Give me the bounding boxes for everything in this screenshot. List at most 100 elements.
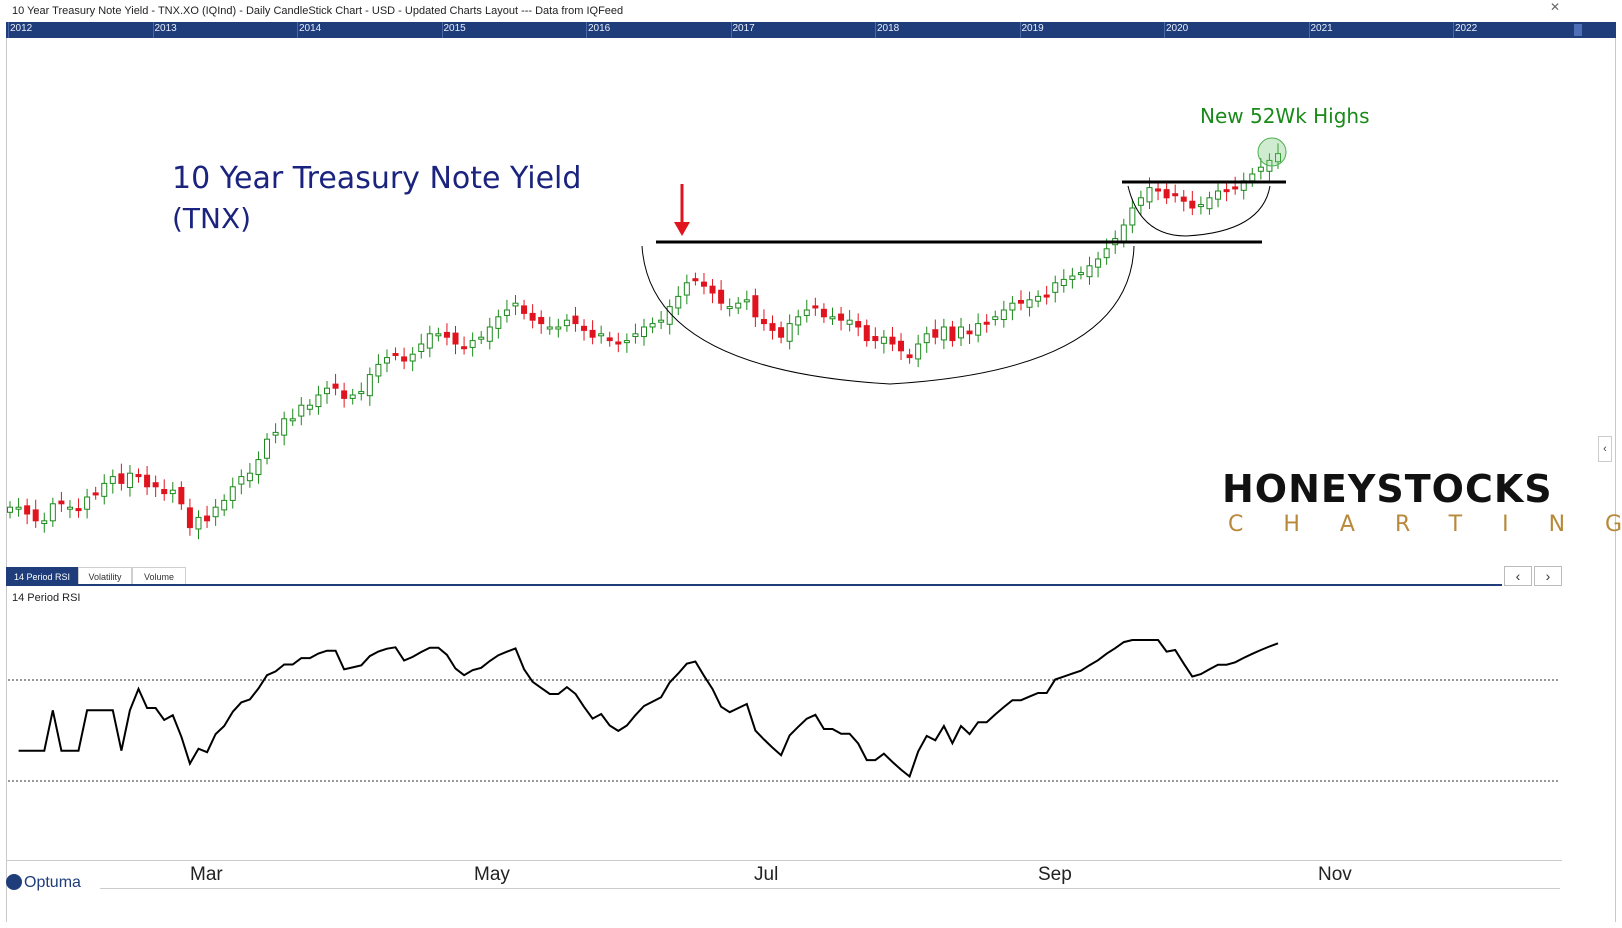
candle-body <box>1180 196 1187 202</box>
candle-body <box>898 340 905 352</box>
candle-body <box>812 305 819 309</box>
candle-body <box>375 363 382 377</box>
candle-body <box>675 295 682 309</box>
candle-body <box>1249 173 1256 182</box>
candle-body <box>1043 294 1050 298</box>
navigator-year: 2015 <box>443 23 466 34</box>
navigator-tick <box>1453 22 1454 38</box>
candle-body <box>906 354 913 359</box>
time-navigator[interactable]: 2012 2013 2014 2015 2016 2017 2018 2019 2020 2021… <box>6 22 1616 38</box>
navigator-year: 2022 <box>1455 23 1478 34</box>
candle-body <box>195 516 202 530</box>
candle-body <box>658 319 665 323</box>
chart-title: 10 Year Treasury Note Yield <box>172 161 581 196</box>
candle-body <box>75 508 82 512</box>
candle-body <box>1137 197 1144 206</box>
candle-body <box>915 343 922 360</box>
candle-body <box>1275 153 1281 163</box>
candle-body <box>109 476 116 484</box>
candle-body <box>521 305 528 314</box>
candle-body <box>1095 258 1102 268</box>
candle-body <box>1206 197 1213 210</box>
candle-body <box>735 302 742 309</box>
candle-body <box>478 336 485 340</box>
optuma-text: Optuma <box>24 874 81 891</box>
candle-body <box>281 418 288 436</box>
candle-body <box>409 353 416 362</box>
candle-body <box>1017 299 1024 304</box>
navigator-year: 2021 <box>1310 23 1333 34</box>
x-tick-may: May <box>474 864 510 885</box>
logo-sub: CHARTING <box>1228 512 1622 537</box>
candle-body <box>221 499 228 511</box>
candle-body <box>49 503 56 522</box>
candle-body <box>341 390 348 399</box>
candle-body <box>1146 187 1153 203</box>
candle-body <box>932 329 939 338</box>
navigator-year: 2017 <box>732 23 755 34</box>
candle-body <box>392 353 399 357</box>
window-title-text: 10 Year Treasury Note Yield - TNX.XO (IQ… <box>12 5 624 17</box>
x-axis-line <box>100 888 1560 889</box>
candle-body <box>683 282 690 296</box>
candle-body <box>589 329 596 338</box>
candle-body <box>778 327 785 338</box>
candle-body <box>461 346 468 350</box>
tab-rsi[interactable]: 14 Period RSI <box>6 567 78 585</box>
candle-body <box>255 459 262 476</box>
candle-body <box>563 319 570 327</box>
navigator-tick <box>586 22 587 38</box>
prev-panel-button[interactable]: ‹ <box>1504 566 1532 586</box>
next-panel-button[interactable]: › <box>1534 566 1562 586</box>
pin-icon[interactable]: ✕ <box>1549 0 1560 14</box>
candle-body <box>435 333 442 337</box>
candle-body <box>84 496 91 510</box>
candle-body <box>743 299 750 303</box>
candle-body <box>692 278 699 282</box>
candle-body <box>152 482 159 488</box>
chart-subtitle: (TNX) <box>172 202 251 235</box>
navigator-tick <box>1164 22 1165 38</box>
candle-body <box>1232 186 1239 190</box>
candle-body <box>1197 204 1204 208</box>
candle-body <box>923 333 930 344</box>
candle-body <box>992 316 999 321</box>
candle-body <box>598 333 605 337</box>
chart-frame <box>6 38 1616 922</box>
candle-body <box>204 515 211 522</box>
x-tick-jul: Jul <box>754 864 779 885</box>
candle-body <box>889 336 896 345</box>
collapse-sidebar-button[interactable]: ‹ <box>1598 436 1612 462</box>
candle-body <box>958 326 964 339</box>
navigator-window[interactable] <box>1574 24 1582 36</box>
candle-body <box>623 340 630 344</box>
navigator-tick <box>297 22 298 38</box>
rsi-line <box>18 639 1279 779</box>
candle-body <box>1077 272 1084 276</box>
candle-body <box>829 316 836 320</box>
candle-body <box>126 472 133 488</box>
candle-body <box>555 326 562 330</box>
candle-body <box>752 295 759 318</box>
candle-body <box>983 321 990 325</box>
navigator-tick <box>441 22 443 38</box>
rounding-bottom-arc <box>641 245 1135 385</box>
candle-body <box>512 302 519 307</box>
panel-separator[interactable] <box>6 584 1502 586</box>
candle-body <box>1223 189 1230 193</box>
candle-body <box>786 323 793 342</box>
candle-body <box>581 325 588 331</box>
candle-body <box>452 332 459 345</box>
navigator-year: 2013 <box>154 23 177 34</box>
tab-volume[interactable]: Volume <box>132 567 186 585</box>
candle-body <box>572 315 579 325</box>
tab-volatility[interactable]: Volatility <box>78 567 132 585</box>
optuma-icon <box>6 874 22 890</box>
candle-body <box>178 486 185 505</box>
handle-arc <box>1127 185 1271 237</box>
candle-body <box>486 326 493 342</box>
candle-body <box>1189 200 1196 209</box>
candle-body <box>289 418 296 422</box>
candle-body <box>940 326 947 341</box>
